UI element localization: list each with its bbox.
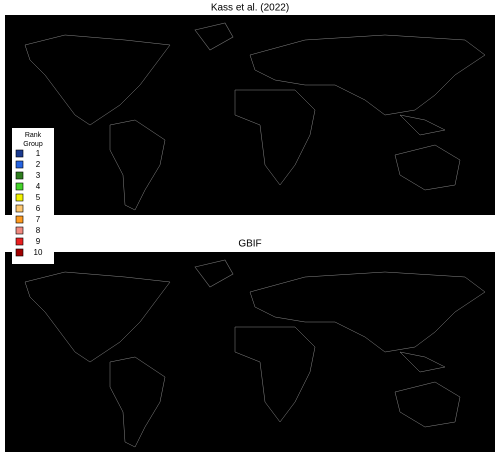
legend-label: 2 xyxy=(36,160,41,169)
legend-swatch xyxy=(15,215,24,224)
legend-swatch xyxy=(15,248,24,257)
legend-label: 3 xyxy=(36,171,41,180)
map-panel xyxy=(5,252,495,452)
legend-label: 9 xyxy=(36,237,41,246)
legend-title: Group xyxy=(23,141,43,148)
legend-label: 1 xyxy=(36,149,41,158)
legend-swatch xyxy=(15,237,24,246)
panel-title: Kass et al. (2022) xyxy=(211,3,289,14)
panel-title: GBIF xyxy=(238,239,261,250)
legend-label: 10 xyxy=(34,248,43,257)
legend-title: Rank xyxy=(25,132,42,139)
legend-swatch xyxy=(15,226,24,235)
legend-swatch xyxy=(15,160,24,169)
legend-label: 4 xyxy=(36,182,41,191)
legend-swatch xyxy=(15,193,24,202)
legend-label: 6 xyxy=(36,204,41,213)
legend-swatch xyxy=(15,149,24,158)
legend-swatch xyxy=(15,182,24,191)
legend-swatch xyxy=(15,171,24,180)
legend-swatch xyxy=(15,204,24,213)
legend-label: 7 xyxy=(36,215,41,224)
legend-label: 8 xyxy=(36,226,41,235)
legend-label: 5 xyxy=(36,193,41,202)
map-panel xyxy=(5,15,495,215)
